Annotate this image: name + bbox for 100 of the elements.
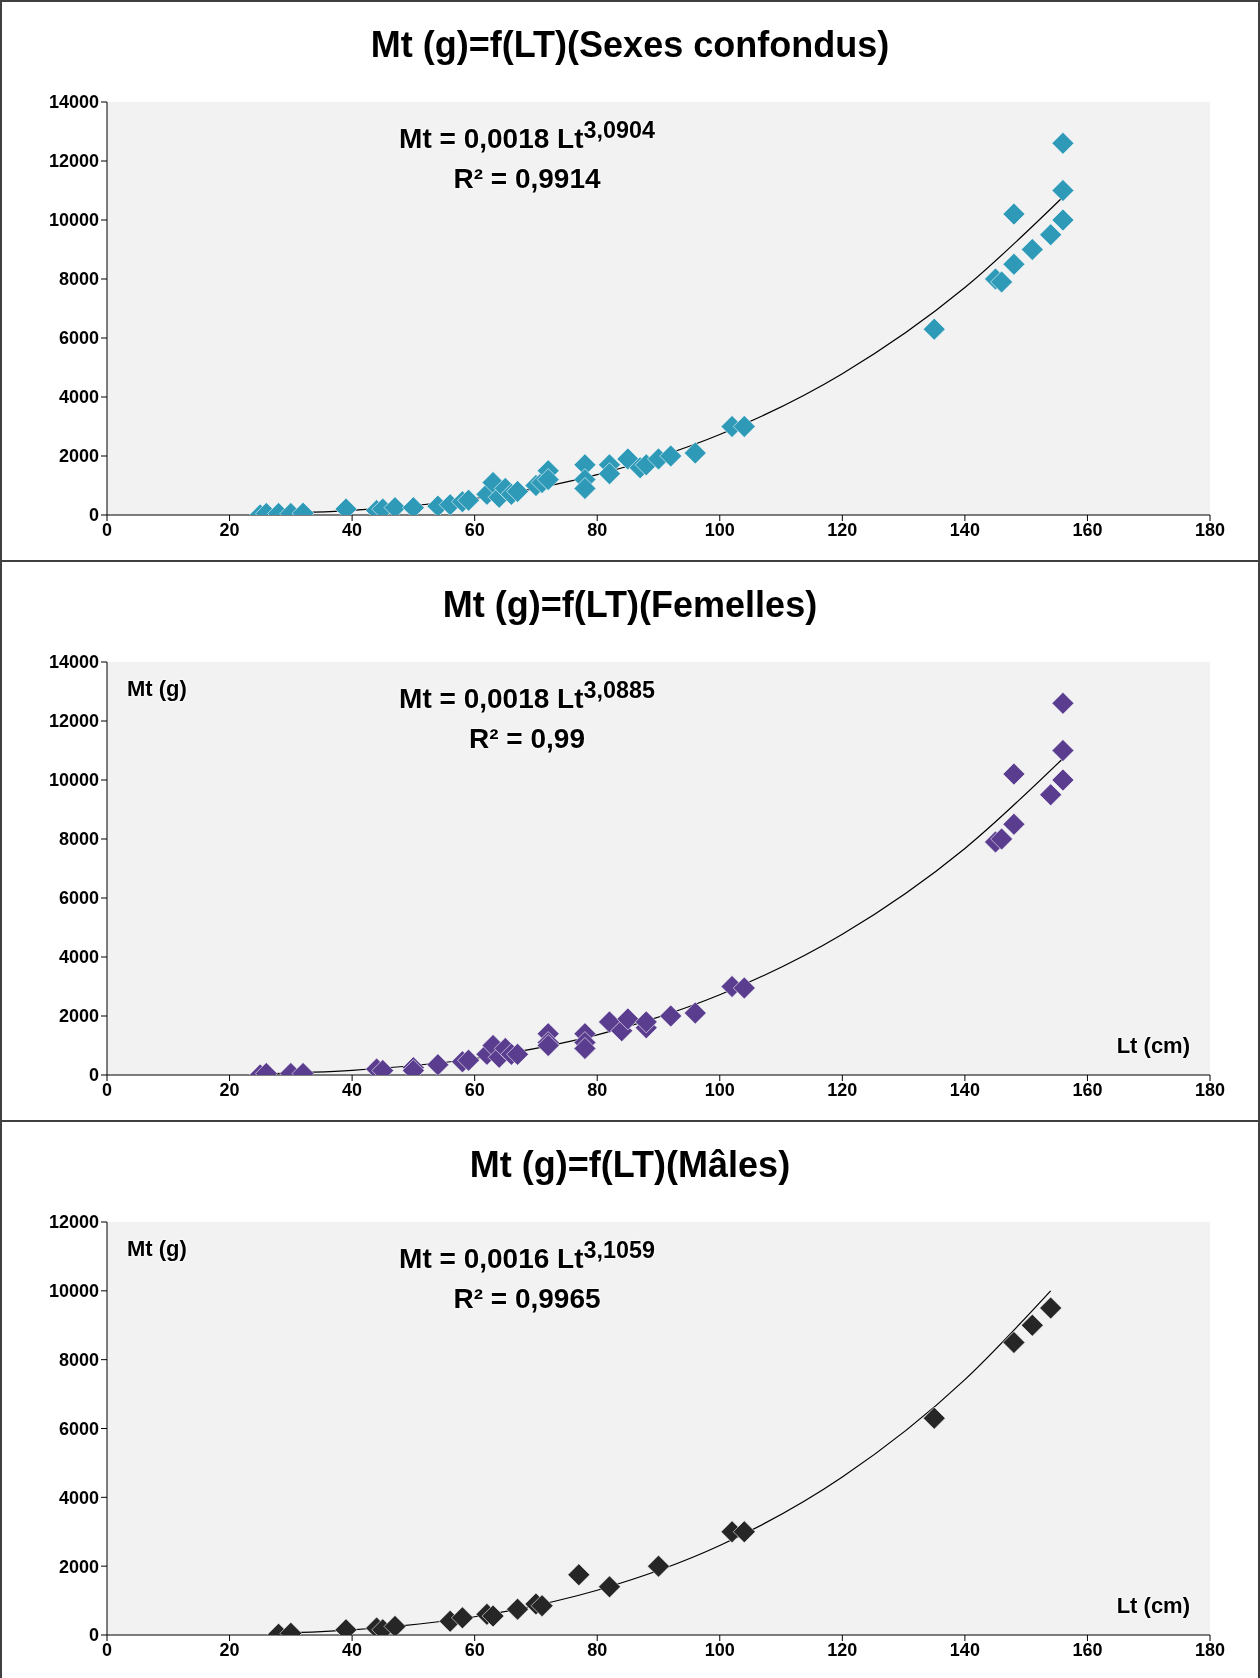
x-tick-label: 0 (101, 1639, 113, 1660)
point (1051, 692, 1075, 715)
point (457, 488, 480, 512)
x-tick-label: 80 (587, 1639, 608, 1660)
point (506, 480, 529, 503)
y-tick-label: 2000 (58, 1006, 99, 1027)
y-tick-label: 10000 (48, 770, 99, 791)
x-tick-label: 140 (949, 1079, 980, 1100)
y-axis-title: Mt (g) (127, 676, 187, 702)
point (1002, 202, 1026, 226)
y-tick-label: 14000 (48, 652, 99, 673)
x-tick-label: 40 (342, 519, 363, 540)
point (659, 1004, 683, 1028)
annotation: Mt = 0,0016 Lt$^{3,1059}$ (398, 1236, 656, 1277)
point (573, 477, 597, 500)
y-tick-label: 2000 (58, 1556, 99, 1577)
point (598, 462, 621, 485)
y-tick-label: 8000 (58, 1350, 99, 1371)
point (990, 827, 1013, 851)
y-tick-label: 6000 (58, 1418, 99, 1439)
point (573, 1037, 597, 1060)
point (481, 1604, 505, 1628)
point (1002, 812, 1026, 836)
point (1039, 783, 1062, 807)
y-tick-label: 10000 (48, 210, 99, 231)
point (732, 976, 756, 1000)
x-tick-label: 120 (827, 1079, 858, 1100)
point (1002, 1331, 1026, 1354)
x-tick-label: 160 (1072, 1639, 1103, 1660)
x-tick-label: 100 (704, 519, 735, 540)
point (990, 270, 1013, 294)
y-tick-label: 12000 (48, 151, 99, 172)
annotation: R² = 0,99 (468, 722, 586, 757)
x-tick-label: 40 (342, 1639, 363, 1660)
point (598, 1575, 621, 1599)
point (683, 441, 707, 465)
x-axis-title: Lt (cm) (1116, 1033, 1190, 1059)
annotation: Mt = 0,0018 Lt$^{3,0904}$ (398, 116, 656, 157)
y-tick-label: 12000 (48, 1212, 99, 1233)
point (634, 1010, 658, 1034)
point (616, 1007, 640, 1031)
x-tick-label: 160 (1072, 519, 1103, 540)
point (1020, 238, 1044, 261)
y-tick-label: 6000 (58, 328, 99, 349)
point (457, 1048, 480, 1072)
point (567, 1563, 591, 1587)
x-tick-label: 0 (101, 1079, 113, 1100)
point (1051, 739, 1075, 762)
point (451, 1606, 474, 1630)
point (1051, 179, 1075, 202)
point (683, 1001, 707, 1025)
point (659, 444, 683, 468)
point (506, 1043, 529, 1066)
point (922, 1406, 946, 1430)
x-tick-label: 100 (704, 1639, 735, 1660)
y-tick-label: 4000 (58, 1487, 99, 1508)
chart-title: Mt (g)=f(LT)(Femelles) (441, 584, 819, 626)
annotation: Mt = 0,0018 Lt$^{3,0885}$ (398, 676, 656, 717)
x-tick-label: 20 (219, 519, 240, 540)
y-tick-label: 0 (88, 1065, 99, 1086)
x-tick-label: 180 (1194, 1079, 1226, 1100)
point (1039, 1296, 1062, 1320)
y-tick-label: 8000 (58, 269, 99, 290)
point (530, 1594, 554, 1618)
chart-title: Mt (g)=f(LT)(Mâles) (468, 1144, 792, 1186)
point (1051, 208, 1075, 232)
x-tick-label: 60 (464, 1639, 485, 1660)
point (383, 1615, 407, 1635)
y-tick-label: 4000 (58, 947, 99, 968)
x-tick-label: 20 (219, 1079, 240, 1100)
y-tick-label: 2000 (58, 446, 99, 467)
point (1002, 762, 1026, 786)
x-tick-label: 80 (587, 1079, 608, 1100)
point (1051, 132, 1075, 155)
point (732, 415, 756, 438)
x-tick-label: 120 (827, 519, 858, 540)
point (426, 1053, 450, 1075)
x-tick-label: 40 (342, 1079, 363, 1100)
x-tick-label: 180 (1194, 1639, 1226, 1660)
x-tick-label: 140 (949, 1639, 980, 1660)
x-tick-label: 180 (1194, 519, 1226, 540)
x-tick-label: 0 (101, 519, 113, 540)
y-tick-label: 12000 (48, 711, 99, 732)
annotation: R² = 0,9914 (452, 162, 602, 197)
y-tick-label: 14000 (48, 92, 99, 113)
point (536, 468, 560, 491)
point (1051, 768, 1075, 792)
y-tick-label: 4000 (58, 387, 99, 408)
y-tick-label: 0 (88, 505, 99, 526)
point (732, 1520, 756, 1544)
y-axis-title: Mt (g) (127, 1236, 187, 1262)
annotation: R² = 0,9965 (452, 1282, 602, 1317)
x-tick-label: 60 (464, 1079, 485, 1100)
y-tick-label: 0 (88, 1625, 99, 1646)
x-tick-label: 20 (219, 1639, 240, 1660)
point (616, 447, 640, 471)
point (1002, 252, 1026, 276)
x-axis-title: Lt (cm) (1116, 1593, 1190, 1619)
point (1020, 1313, 1044, 1337)
point (506, 1597, 529, 1621)
